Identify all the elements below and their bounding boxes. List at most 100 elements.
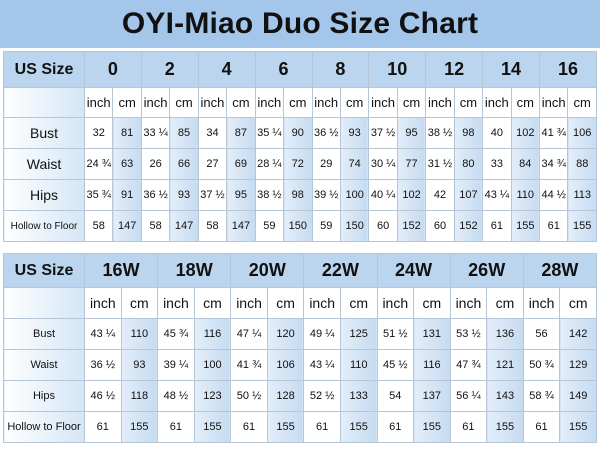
measurement-value: 131: [413, 318, 451, 350]
measurement-value: 45 ½: [376, 349, 415, 381]
measurement-value: 53 ½: [449, 318, 488, 350]
measurement-label: Waist: [3, 148, 85, 180]
unit-cm-cell: cm: [120, 287, 159, 319]
measurement-label: Hips: [3, 380, 85, 412]
measurement-value: 98: [453, 117, 484, 149]
size-header-cell: 20W: [230, 253, 305, 288]
measurement-value: 81: [112, 117, 142, 149]
page-title: OYI-Miao Duo Size Chart: [0, 0, 600, 48]
measurement-value: 60: [425, 210, 455, 242]
measurement-value: 106: [266, 349, 305, 381]
measurement-value: 88: [567, 148, 597, 180]
unit-inch-cell: inch: [197, 87, 228, 118]
size-header-cell: 16: [539, 51, 597, 88]
measurement-value: 49 ¼: [303, 318, 341, 350]
unit-cm-cell: cm: [453, 87, 484, 118]
measurement-value: 61: [482, 210, 512, 242]
size-table-standard: US Size 0 2 4 6 8 10 12 14 16 inch cm inch cm inch cm in…: [3, 51, 597, 242]
measurement-value: 98: [283, 179, 313, 211]
measurement-value: 72: [283, 148, 313, 180]
measurement-value: 61: [84, 411, 122, 443]
measurement-value: 149: [559, 380, 597, 412]
measurement-value: 37 ½: [197, 179, 228, 211]
measurement-value: 33: [482, 148, 512, 180]
measurement-value: 40 ¼: [368, 179, 398, 211]
unit-inch-cell: inch: [254, 87, 285, 118]
measurement-value: 30 ¼: [368, 148, 398, 180]
measurement-value: 125: [339, 318, 378, 350]
measurement-value: 26: [140, 148, 171, 180]
measurement-value: 155: [486, 411, 524, 443]
measurement-label: Waist: [3, 349, 85, 381]
measurement-value: 60: [368, 210, 398, 242]
measurement-value: 155: [413, 411, 451, 443]
measurement-value: 155: [339, 411, 378, 443]
measurement-value: 137: [413, 380, 451, 412]
measurement-value: 110: [339, 349, 378, 381]
measurement-value: 58: [197, 210, 228, 242]
measurement-value: 31 ½: [425, 148, 455, 180]
measurement-value: 107: [453, 179, 484, 211]
measurement-value: 74: [339, 148, 370, 180]
measurement-value: 61: [449, 411, 488, 443]
measurement-label: Bust: [3, 318, 85, 350]
measurement-value: 52 ½: [303, 380, 341, 412]
unit-inch-cell: inch: [522, 287, 561, 319]
measurement-value: 61: [538, 210, 569, 242]
size-header-cell: 22W: [303, 253, 378, 288]
measurement-value: 42: [425, 179, 455, 211]
measurement-value: 93: [339, 117, 370, 149]
unit-inch-cell: inch: [376, 287, 415, 319]
unit-inch-cell: inch: [157, 287, 195, 319]
measurement-value: 39 ¼: [157, 349, 195, 381]
measurement-value: 41 ¾: [538, 117, 569, 149]
unit-inch-cell: inch: [449, 287, 488, 319]
measurement-value: 44 ½: [538, 179, 569, 211]
measurement-value: 24 ¾: [83, 148, 114, 180]
measurement-value: 61: [376, 411, 415, 443]
measurement-value: 85: [169, 117, 199, 149]
unit-inch-cell: inch: [425, 87, 455, 118]
unit-cm-cell: cm: [112, 87, 142, 118]
measurement-value: 150: [339, 210, 370, 242]
measurement-value: 45 ¾: [157, 318, 195, 350]
measurement-value: 77: [396, 148, 427, 180]
measurement-value: 147: [112, 210, 142, 242]
measurement-value: 43 ¼: [303, 349, 341, 381]
size-header-cell: 10: [368, 51, 427, 88]
measurement-value: 113: [567, 179, 597, 211]
measurement-value: 46 ½: [84, 380, 122, 412]
measurement-value: 100: [193, 349, 232, 381]
unit-cm-cell: cm: [283, 87, 313, 118]
measurement-value: 41 ¾: [230, 349, 268, 381]
unit-inch-cell: inch: [311, 87, 341, 118]
measurement-value: 56: [522, 318, 561, 350]
measurement-value: 150: [283, 210, 313, 242]
measurement-value: 58: [83, 210, 114, 242]
size-header-cell: 0: [84, 51, 142, 88]
measurement-value: 155: [120, 411, 159, 443]
unit-cm-cell: cm: [413, 287, 451, 319]
measurement-row: Bust 43 ¼ 110 45 ¾ 116 47 ¼ 120 49 ¼ 125 51 ½ 131 5…: [3, 318, 597, 350]
size-header-cell: 18W: [157, 253, 232, 288]
measurement-value: 56 ¼: [449, 380, 488, 412]
measurement-value: 61: [303, 411, 341, 443]
units-row-label: [3, 287, 85, 319]
measurement-value: 47 ¾: [449, 349, 488, 381]
measurement-value: 91: [112, 179, 142, 211]
measurement-value: 123: [193, 380, 232, 412]
measurement-value: 43 ¼: [84, 318, 122, 350]
measurement-value: 102: [396, 179, 427, 211]
measurement-value: 87: [226, 117, 256, 149]
measurement-value: 100: [339, 179, 370, 211]
measurement-value: 155: [193, 411, 232, 443]
measurement-value: 37 ½: [368, 117, 398, 149]
measurement-value: 120: [266, 318, 305, 350]
measurement-value: 69: [226, 148, 256, 180]
units-row: inch cm inch cm inch cm inch cm inch cm inch cm inch…: [3, 87, 597, 118]
measurement-value: 28 ¼: [254, 148, 285, 180]
size-header-row: US Size 0 2 4 6 8 10 12 14 16: [3, 51, 597, 88]
measurement-value: 59: [311, 210, 341, 242]
measurement-value: 61: [230, 411, 268, 443]
